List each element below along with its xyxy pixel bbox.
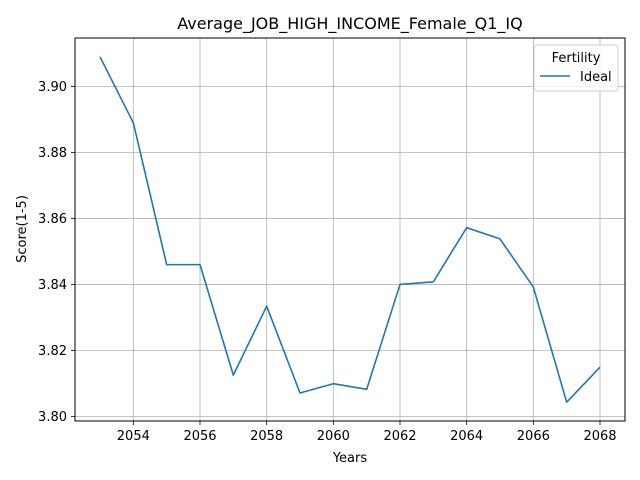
y-tick-label: 3.84 xyxy=(38,278,67,293)
x-tick-label: 2064 xyxy=(450,429,483,444)
y-tick-label: 3.80 xyxy=(38,410,67,425)
legend-title: Fertility xyxy=(552,51,601,66)
legend-box xyxy=(533,44,619,92)
chart-title: Average_JOB_HIGH_INCOME_Female_Q1_IQ xyxy=(177,14,522,34)
x-tick-label: 2060 xyxy=(317,429,350,444)
x-tick-label: 2068 xyxy=(583,429,616,444)
x-tick-label: 2054 xyxy=(117,429,150,444)
series-line-ideal xyxy=(99,56,601,404)
y-tick-label: 3.86 xyxy=(38,212,67,227)
x-axis: 2054 2056 2058 2060 2062 2064 2066 2068 xyxy=(117,421,617,444)
x-tick-label: 2056 xyxy=(183,429,216,444)
x-tick-label: 2058 xyxy=(250,429,283,444)
y-tick-label: 3.90 xyxy=(38,80,67,95)
plot-frame xyxy=(74,37,626,422)
series-layer xyxy=(99,56,601,404)
y-tick-label: 3.88 xyxy=(38,146,67,161)
y-axis: 3.80 3.82 3.84 3.86 3.88 3.90 xyxy=(38,80,75,425)
y-tick-label: 3.82 xyxy=(38,344,67,359)
y-axis-title: Score(1-5) xyxy=(15,195,30,263)
x-tick-label: 2062 xyxy=(383,429,416,444)
legend: Fertility Ideal xyxy=(533,44,619,92)
x-tick-label: 2066 xyxy=(517,429,550,444)
legend-label-ideal: Ideal xyxy=(580,70,612,85)
grid-lines xyxy=(75,38,625,421)
x-axis-title: Years xyxy=(332,451,368,466)
